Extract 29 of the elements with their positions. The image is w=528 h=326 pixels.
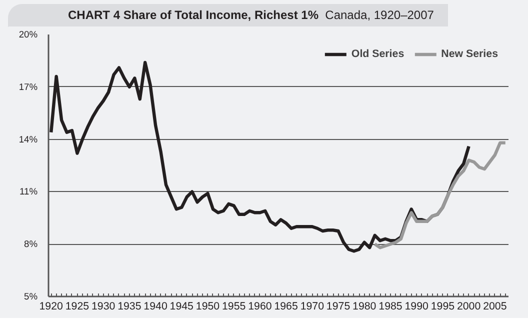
x-tick-label: 2005 <box>483 300 507 312</box>
x-tick-label: 1980 <box>352 300 376 312</box>
legend-label: Old Series <box>351 48 404 60</box>
x-tick-label: 2000 <box>456 300 481 312</box>
x-tick-label: 1920 <box>39 300 64 312</box>
x-tick-label: 1960 <box>248 300 272 312</box>
x-tick-label: 1930 <box>91 300 116 312</box>
y-tick-label: 8% <box>24 239 38 250</box>
x-tick-label: 1990 <box>404 300 429 312</box>
y-tick-label: 17% <box>18 82 38 92</box>
line-series <box>373 141 507 250</box>
chart-title: CHART 4 Share of Total Income, Richest 1% <box>68 8 318 22</box>
x-tick-label: 1985 <box>378 300 402 312</box>
x-tick-label: 1995 <box>430 300 455 312</box>
y-tick-label: 20% <box>18 30 38 40</box>
x-tick-label: 1940 <box>144 300 168 312</box>
x-tick-label: 1975 <box>326 300 350 312</box>
x-tick-label: 1950 <box>196 300 220 312</box>
y-tick-label: 11% <box>20 186 38 197</box>
x-tick-label: 1955 <box>222 300 246 312</box>
x-tick-label: 1970 <box>300 300 324 312</box>
chart-subtitle: Canada, 1920–2007 <box>325 8 434 22</box>
y-tick-label: 14% <box>18 134 38 144</box>
y-tick-label: 5% <box>24 292 38 302</box>
x-tick-label: 1935 <box>118 300 142 312</box>
x-tick-label: 1945 <box>170 300 194 312</box>
x-tick-label: 1925 <box>65 300 90 312</box>
legend-label: New Series <box>441 48 498 60</box>
x-tick-label: 1965 <box>274 300 298 312</box>
